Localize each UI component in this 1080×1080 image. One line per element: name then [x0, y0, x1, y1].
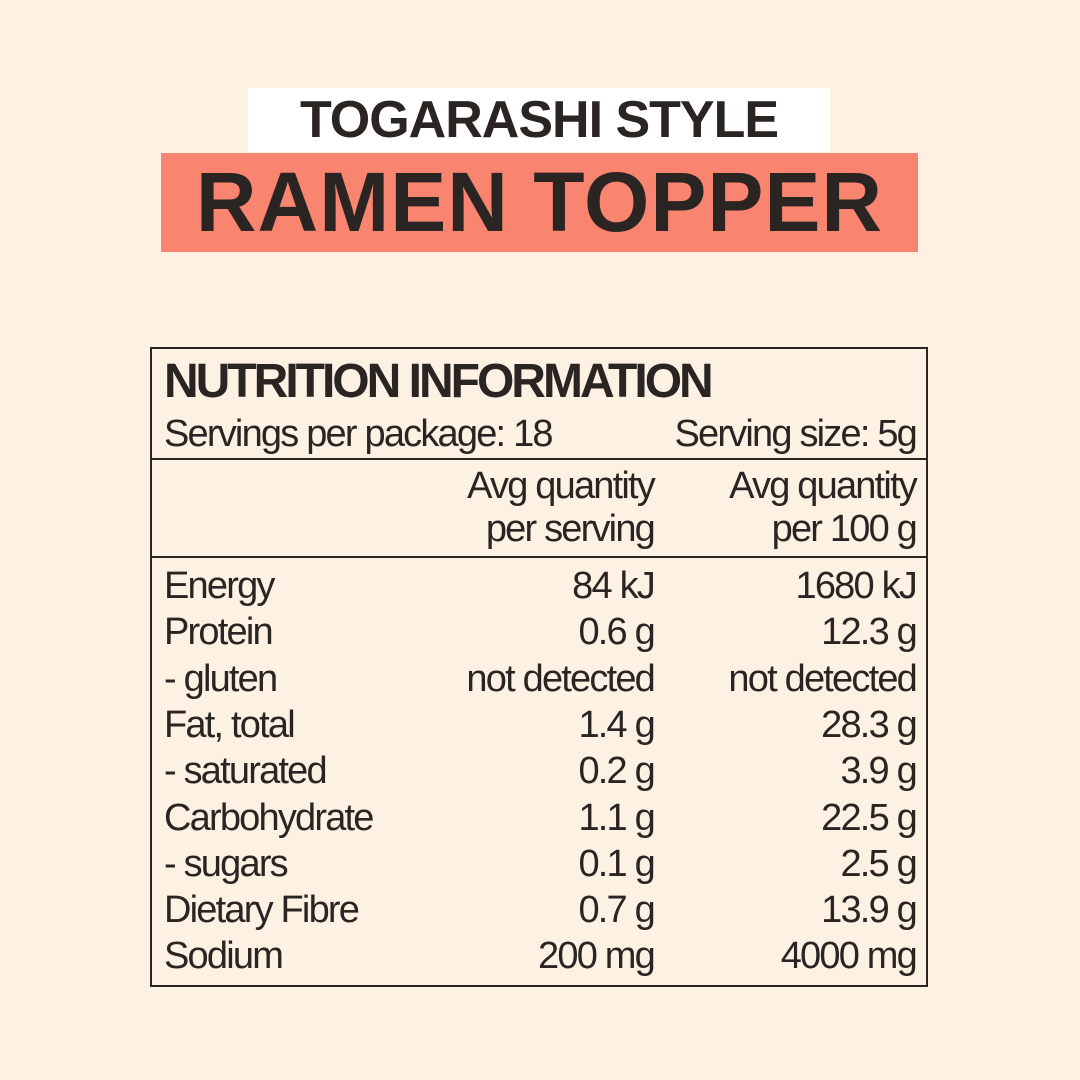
- nutrition-table: NUTRITION INFORMATION Servings per packa…: [150, 347, 928, 987]
- col1-header-line2: per serving: [485, 508, 656, 550]
- col2-header-line1: Avg quantity: [729, 465, 918, 507]
- row-label: Protein: [164, 611, 274, 654]
- per-serving-value: 84 kJ: [572, 565, 656, 607]
- divider: [152, 556, 926, 558]
- per-100g-value: 28.3 g: [821, 703, 918, 746]
- product-title: RAMEN TOPPER: [161, 153, 918, 252]
- per-100g-value: 4000 mg: [780, 935, 918, 978]
- col2-header-line2: per 100 g: [771, 508, 918, 550]
- row-label: Carbohydrate: [164, 796, 374, 839]
- row-label: - sugars: [164, 842, 289, 885]
- per-serving-value: 1.4 g: [578, 703, 655, 746]
- row-label: Fat, total: [164, 703, 296, 746]
- per-serving-value: 200 mg: [538, 935, 656, 978]
- col1-header-line1: Avg quantity: [467, 465, 656, 507]
- row-label: - saturated: [164, 750, 328, 793]
- divider: [152, 458, 926, 460]
- per-100g-value: 2.5 g: [840, 842, 917, 885]
- per-100g-value: not detected: [728, 657, 917, 700]
- per-serving-value: not detected: [466, 657, 655, 700]
- per-100g-value: 22.5 g: [821, 796, 918, 839]
- product-subtitle: TOGARASHI STYLE: [248, 88, 830, 152]
- row-label: Sodium: [164, 935, 284, 978]
- per-100g-value: 1680 kJ: [795, 565, 918, 607]
- per-serving-value: 0.2 g: [578, 750, 655, 793]
- row-label: - gluten: [164, 657, 278, 700]
- serving-size: Serving size: 5g: [674, 413, 917, 455]
- per-100g-value: 3.9 g: [840, 750, 917, 793]
- nutrition-title: NUTRITION INFORMATION: [164, 355, 714, 408]
- per-serving-value: 0.1 g: [578, 842, 655, 885]
- per-serving-value: 0.7 g: [578, 889, 655, 932]
- per-100g-value: 13.9 g: [821, 889, 918, 932]
- per-serving-value: 0.6 g: [578, 611, 655, 654]
- per-100g-value: 12.3 g: [821, 611, 918, 654]
- row-label: Energy: [164, 565, 275, 607]
- per-serving-value: 1.1 g: [578, 796, 655, 839]
- servings-per-package: Servings per package: 18: [164, 413, 554, 455]
- row-label: Dietary Fibre: [164, 889, 360, 932]
